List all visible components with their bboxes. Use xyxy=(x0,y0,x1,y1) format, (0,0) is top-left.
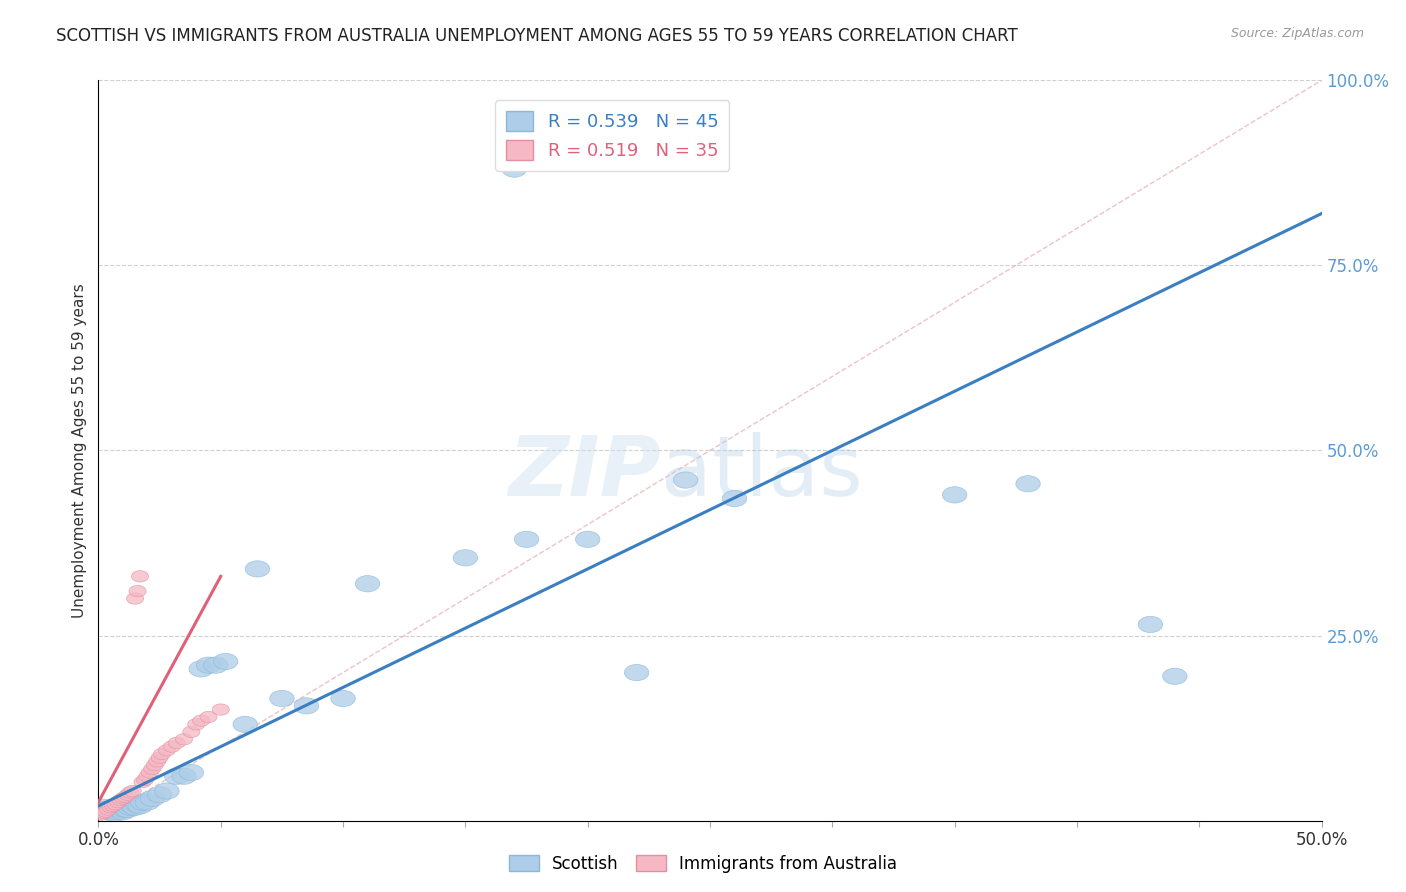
Ellipse shape xyxy=(212,704,229,715)
Ellipse shape xyxy=(193,715,209,726)
Ellipse shape xyxy=(146,759,163,771)
Ellipse shape xyxy=(96,804,121,820)
Ellipse shape xyxy=(200,711,217,723)
Ellipse shape xyxy=(141,790,165,806)
Ellipse shape xyxy=(942,487,967,503)
Ellipse shape xyxy=(165,768,188,784)
Ellipse shape xyxy=(124,785,141,797)
Ellipse shape xyxy=(169,737,186,748)
Ellipse shape xyxy=(172,768,197,784)
Ellipse shape xyxy=(294,698,319,714)
Ellipse shape xyxy=(105,804,131,820)
Ellipse shape xyxy=(515,531,538,548)
Text: ZIP: ZIP xyxy=(509,432,661,513)
Ellipse shape xyxy=(136,774,153,786)
Ellipse shape xyxy=(129,585,146,597)
Ellipse shape xyxy=(245,561,270,577)
Ellipse shape xyxy=(112,801,138,818)
Ellipse shape xyxy=(112,794,129,805)
Ellipse shape xyxy=(143,764,160,774)
Ellipse shape xyxy=(197,657,221,673)
Ellipse shape xyxy=(150,752,169,764)
Ellipse shape xyxy=(188,719,205,730)
Ellipse shape xyxy=(103,802,120,813)
Ellipse shape xyxy=(114,793,131,804)
Ellipse shape xyxy=(155,783,179,799)
Ellipse shape xyxy=(127,593,143,604)
Ellipse shape xyxy=(1139,616,1163,632)
Ellipse shape xyxy=(141,767,159,778)
Ellipse shape xyxy=(453,549,478,566)
Ellipse shape xyxy=(135,794,160,810)
Text: SCOTTISH VS IMMIGRANTS FROM AUSTRALIA UNEMPLOYMENT AMONG AGES 55 TO 59 YEARS COR: SCOTTISH VS IMMIGRANTS FROM AUSTRALIA UN… xyxy=(56,27,1018,45)
Ellipse shape xyxy=(502,161,527,178)
Ellipse shape xyxy=(214,653,238,670)
Ellipse shape xyxy=(148,787,172,803)
Ellipse shape xyxy=(108,801,132,818)
Ellipse shape xyxy=(149,756,166,767)
Ellipse shape xyxy=(1015,475,1040,491)
Ellipse shape xyxy=(204,657,228,673)
Text: Source: ZipAtlas.com: Source: ZipAtlas.com xyxy=(1230,27,1364,40)
Text: atlas: atlas xyxy=(661,432,863,513)
Ellipse shape xyxy=(122,787,139,798)
Ellipse shape xyxy=(153,748,170,760)
Ellipse shape xyxy=(91,799,115,815)
Ellipse shape xyxy=(134,776,150,788)
Ellipse shape xyxy=(575,531,600,548)
Ellipse shape xyxy=(110,797,127,808)
Ellipse shape xyxy=(131,571,149,582)
Ellipse shape xyxy=(233,716,257,732)
Ellipse shape xyxy=(97,806,114,817)
Legend: Scottish, Immigrants from Australia: Scottish, Immigrants from Australia xyxy=(502,848,904,880)
Ellipse shape xyxy=(107,798,124,810)
Ellipse shape xyxy=(723,491,747,507)
Legend: R = 0.539   N = 45, R = 0.519   N = 35: R = 0.539 N = 45, R = 0.519 N = 35 xyxy=(495,101,730,171)
Ellipse shape xyxy=(120,789,136,800)
Ellipse shape xyxy=(101,805,125,822)
Ellipse shape xyxy=(159,745,176,756)
Ellipse shape xyxy=(115,801,141,818)
Ellipse shape xyxy=(118,799,142,815)
Ellipse shape xyxy=(117,791,134,803)
Ellipse shape xyxy=(356,575,380,592)
Ellipse shape xyxy=(121,797,145,814)
Ellipse shape xyxy=(163,741,180,752)
Ellipse shape xyxy=(94,807,112,819)
Ellipse shape xyxy=(111,804,135,820)
Ellipse shape xyxy=(139,771,156,782)
Y-axis label: Unemployment Among Ages 55 to 59 years: Unemployment Among Ages 55 to 59 years xyxy=(72,283,87,618)
Ellipse shape xyxy=(330,690,356,706)
Ellipse shape xyxy=(93,809,110,821)
Ellipse shape xyxy=(673,472,697,488)
Ellipse shape xyxy=(131,794,155,810)
Ellipse shape xyxy=(624,665,650,681)
Ellipse shape xyxy=(98,804,122,820)
Ellipse shape xyxy=(125,797,150,813)
Ellipse shape xyxy=(183,726,200,738)
Ellipse shape xyxy=(122,799,148,815)
Ellipse shape xyxy=(103,805,128,822)
Ellipse shape xyxy=(104,800,122,812)
Ellipse shape xyxy=(188,661,214,677)
Ellipse shape xyxy=(179,764,204,780)
Ellipse shape xyxy=(94,801,118,818)
Ellipse shape xyxy=(1163,668,1187,684)
Ellipse shape xyxy=(176,733,193,745)
Ellipse shape xyxy=(100,804,117,815)
Ellipse shape xyxy=(270,690,294,706)
Ellipse shape xyxy=(128,797,152,814)
